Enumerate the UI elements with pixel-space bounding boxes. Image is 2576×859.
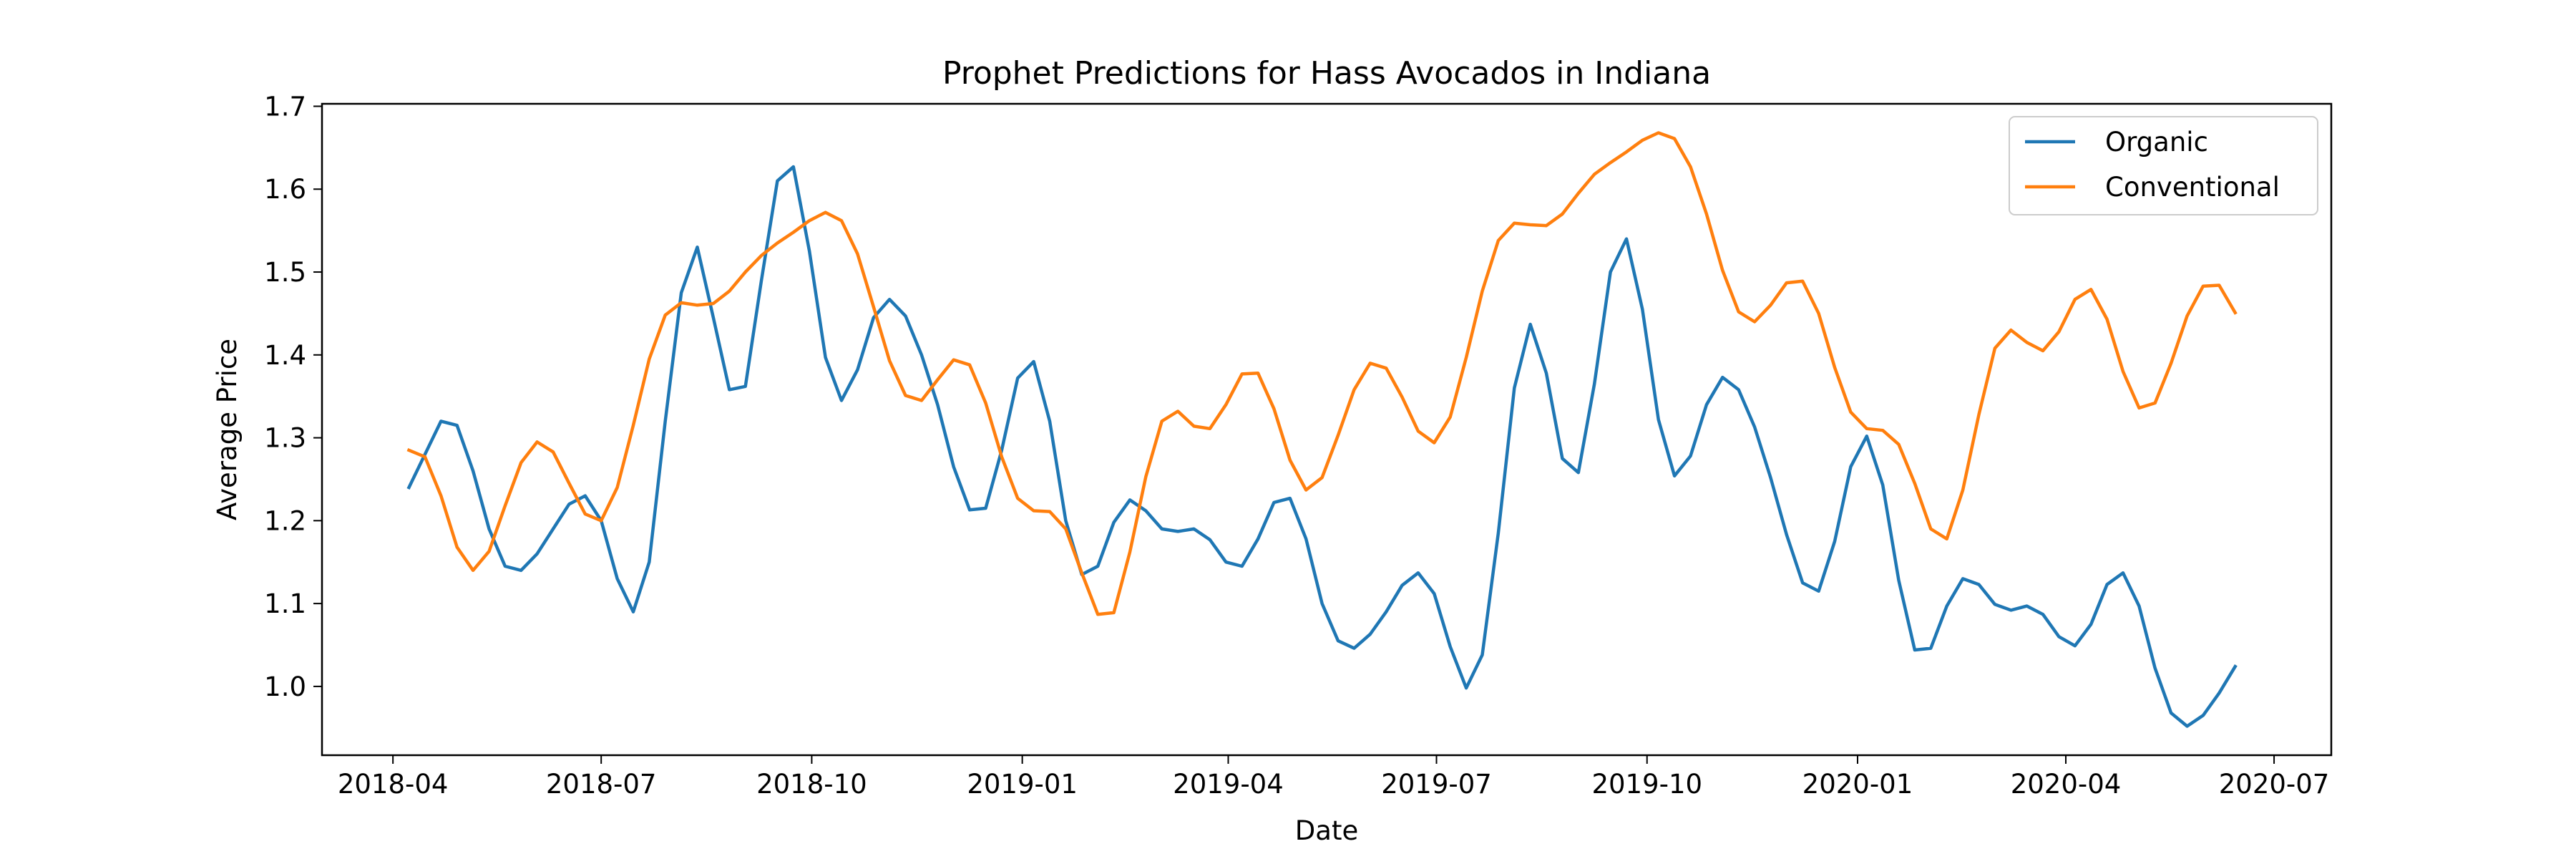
plot-frame	[321, 102, 2333, 757]
y-axis: 1.0 1.1 1.2 1.3 1.4 1.5 1.6 1.7	[264, 91, 322, 702]
x-tick-label: 2020-01	[1802, 769, 1913, 800]
y-tick-label: 1.6	[264, 174, 306, 205]
y-axis-label: Average Price	[212, 339, 243, 520]
x-tick-label: 2019-07	[1381, 769, 1492, 800]
x-tick-label: 2020-07	[2219, 769, 2330, 800]
x-axis-label: Date	[1295, 815, 1358, 846]
series-line-conventional	[406, 131, 2238, 616]
x-tick-label: 2018-07	[546, 769, 657, 800]
y-tick-label: 1.4	[264, 340, 306, 371]
legend-label-organic: Organic	[2105, 127, 2208, 157]
legend: Organic Conventional	[2009, 116, 2318, 215]
chart-title: Prophet Predictions for Hass Avocados in…	[942, 55, 1711, 92]
x-tick-label: 2018-10	[756, 769, 867, 800]
y-tick-label: 1.2	[264, 505, 306, 536]
y-tick-label: 1.0	[264, 671, 306, 702]
y-tick-label: 1.1	[264, 588, 306, 619]
legend-label-conventional: Conventional	[2105, 172, 2280, 203]
x-tick-label: 2019-04	[1173, 769, 1284, 800]
series-line-organic	[406, 165, 2238, 728]
y-tick-label: 1.5	[264, 257, 306, 288]
series-group	[406, 131, 2238, 728]
legend-box	[2009, 116, 2318, 215]
y-tick-label: 1.3	[264, 423, 306, 454]
x-axis: 2018-04 2018-07 2018-10 2019-01 2019-04 2019-…	[338, 755, 2330, 800]
x-tick-label: 2018-04	[338, 769, 449, 800]
x-tick-label: 2019-10	[1591, 769, 1702, 800]
x-tick-label: 2019-01	[967, 769, 1078, 800]
y-tick-label: 1.7	[264, 91, 306, 122]
x-tick-label: 2020-04	[2011, 769, 2122, 800]
